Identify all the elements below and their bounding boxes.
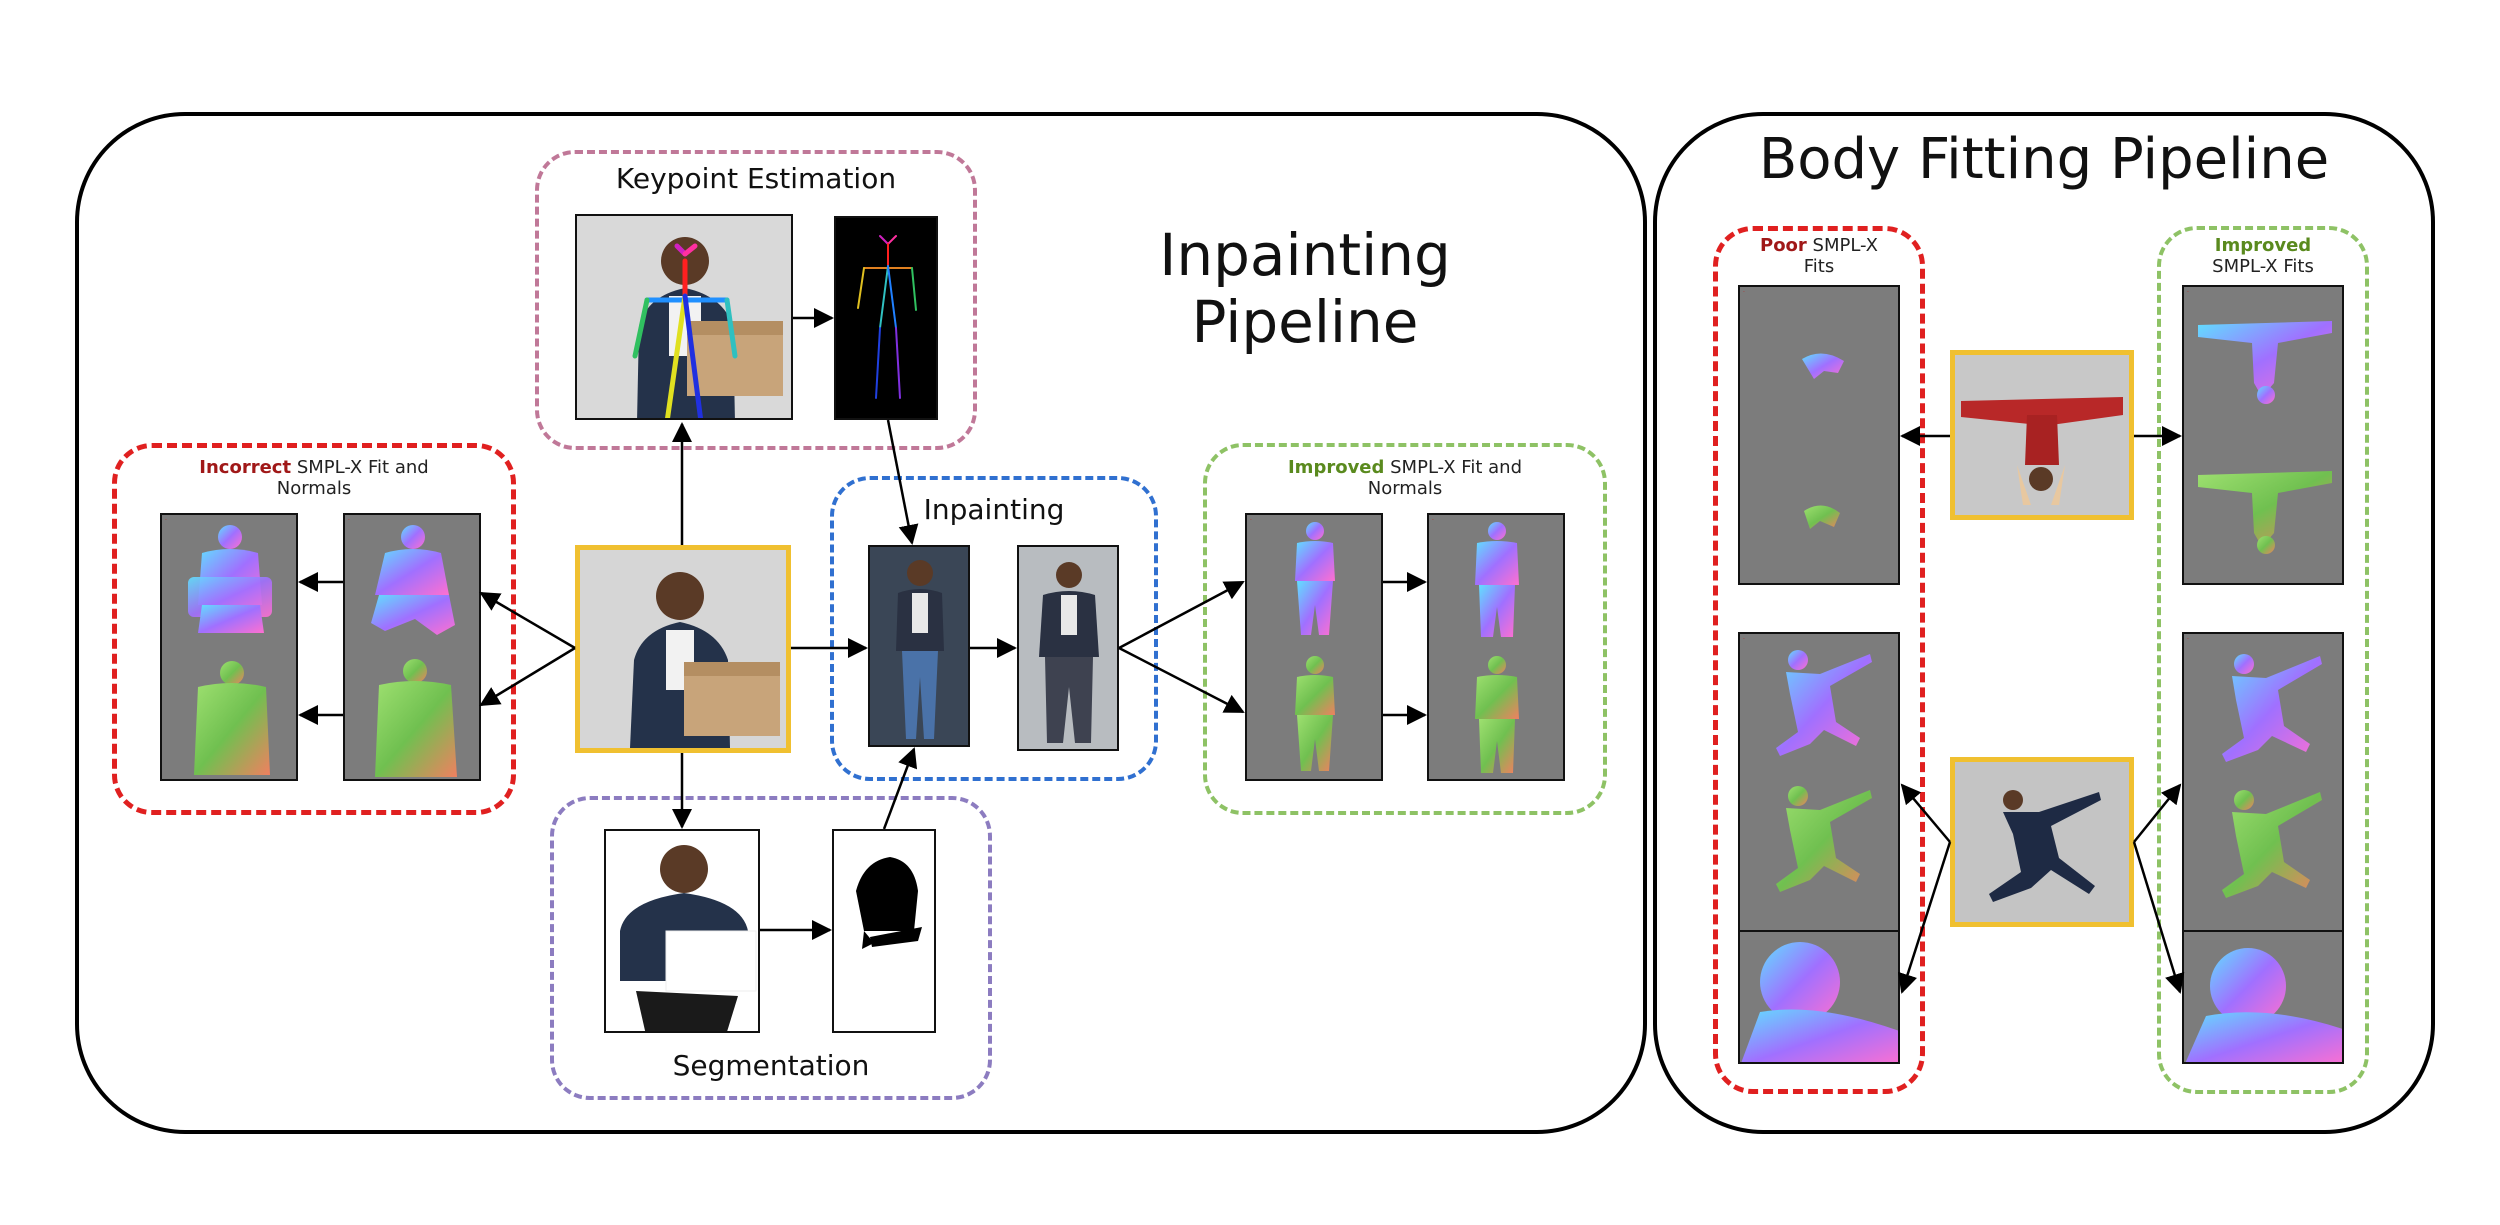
render-label: · (2187, 289, 2189, 296)
improved-fit-render-2: · (1427, 513, 1565, 781)
improved-fit-caption: Improved SMPL-X Fit and Normals (1221, 457, 1589, 499)
improved-fit-render-1-figure (1295, 522, 1335, 771)
poor-highlight: Poor (1760, 235, 1807, 256)
render-label: · (1250, 517, 1252, 524)
render-label: · (165, 517, 167, 524)
keypoint-estimation-group (535, 150, 977, 450)
render-label: · (1743, 636, 1745, 643)
render-label: · (348, 517, 350, 524)
keypoint-overlay-figure (577, 216, 791, 418)
keypoint-skeleton-figure (857, 235, 917, 399)
poor-fit-render-top-figure (1802, 353, 1844, 529)
improved-fit-closeup (2182, 930, 2344, 1064)
keypoint-overlay-image (575, 214, 793, 420)
inpainted-output-image (1017, 545, 1119, 751)
poor-fits-group (1713, 226, 1925, 1094)
improved-fit-render-top: · (2182, 285, 2344, 585)
improved-caption-rest: SMPL-X Fit and (1384, 457, 1522, 478)
segmentation-cutout-figure (620, 845, 757, 1031)
improved-fit-render-2-figure (1475, 522, 1519, 773)
inpainted-output-figure (1039, 562, 1099, 743)
inpainting-title-line1: Inpainting (1159, 221, 1451, 289)
improved-fits-group (2157, 226, 2369, 1094)
incorrect-fit-render-1-figure (188, 525, 272, 775)
segmentation-mask-figure (856, 857, 922, 949)
improved-fit-render-bottom-figure (2222, 654, 2322, 898)
poor-fits-caption: Poor SMPL-X Fits (1713, 235, 1925, 277)
input-photo-figure (580, 550, 786, 748)
inpainting-pipeline-panel (75, 112, 1647, 1134)
poor-fit-render-bottom-figure (1776, 650, 1872, 892)
body-fitting-pipeline-title: Body Fitting Pipeline (1758, 127, 2330, 192)
improved-fit-render-bottom: · (2182, 632, 2344, 932)
keypoint-skeleton-image (834, 216, 938, 420)
improved-fits-caption-line2: SMPL-X Fits (2212, 255, 2314, 277)
poor-caption-line2: Fits (1803, 255, 1835, 277)
render-label: · (1743, 289, 1745, 296)
segmentation-cutout-image (604, 829, 760, 1033)
inpainted-full-body-image (868, 545, 970, 747)
runner-photo-figure (1955, 762, 2129, 922)
segmentation-group (550, 796, 992, 1100)
acrobat-photo (1950, 350, 2134, 520)
improved-fit-render-1: · (1245, 513, 1383, 781)
acrobat-photo-figure (1955, 355, 2129, 515)
improved-fit-render-top-figure (2198, 321, 2332, 554)
improved-fits-caption: Improved SMPL-X Fits (2157, 235, 2369, 277)
incorrect-highlight: Incorrect (199, 457, 292, 478)
improved-caption-line2: Normals (1367, 477, 1443, 499)
improved-fit-closeup-figure (2185, 948, 2342, 1062)
segmentation-title: Segmentation (672, 1049, 870, 1082)
body-fitting-pipeline-panel (1653, 112, 2435, 1134)
poor-fit-closeup-figure (1741, 942, 1898, 1062)
render-label: · (2187, 636, 2189, 643)
runner-photo (1950, 757, 2134, 927)
poor-caption-rest: SMPL-X (1806, 235, 1878, 256)
inpainting-pipeline-title: Inpainting Pipeline (1110, 222, 1500, 355)
improved-highlight: Improved (1287, 457, 1385, 478)
poor-fit-closeup (1738, 930, 1900, 1064)
incorrect-fit-render-1: · (160, 513, 298, 781)
poor-fit-render-top: · (1738, 285, 1900, 585)
incorrect-fit-render-2: · (343, 513, 481, 781)
inpainting-title-line2: Pipeline (1191, 287, 1419, 356)
incorrect-fit-render-2-figure (371, 525, 457, 777)
input-photo (575, 545, 791, 753)
incorrect-caption-rest: SMPL-X Fit and (291, 457, 429, 478)
incorrect-caption-line2: Normals (276, 477, 352, 499)
segmentation-mask-image (832, 829, 936, 1033)
inpainting-title: Inpainting (923, 493, 1065, 526)
keypoint-estimation-title: Keypoint Estimation (615, 162, 897, 195)
inpainted-full-body-figure (896, 560, 944, 739)
improved-fits-highlight: Improved (2214, 235, 2312, 256)
poor-fit-render-bottom: · (1738, 632, 1900, 932)
render-label: · (1432, 517, 1434, 524)
incorrect-fit-caption: Incorrect SMPL-X Fit and Normals (130, 457, 498, 499)
